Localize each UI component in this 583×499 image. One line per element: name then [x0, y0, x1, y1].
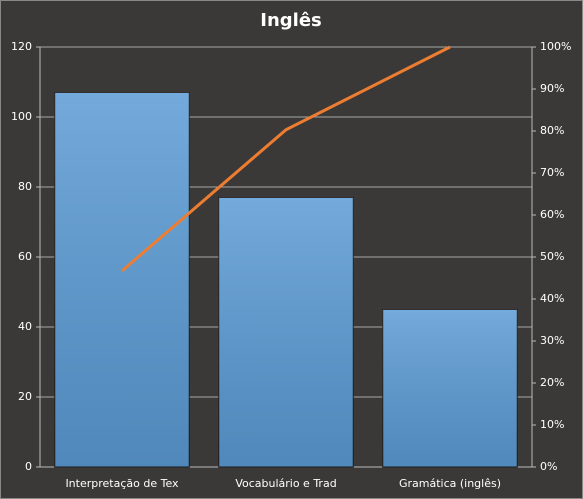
- bar: [54, 92, 190, 468]
- y-tick-label: 60: [18, 250, 32, 263]
- x-tick-label: Interpretação de Tex: [65, 477, 179, 490]
- x-tick-label: Gramática (inglês): [399, 477, 501, 490]
- x-tick-label: Vocabulário e Trad: [235, 477, 336, 490]
- y-tick-label: 0: [25, 460, 32, 473]
- y-tick-label: 80: [18, 180, 32, 193]
- y2-tick-label: 30%: [540, 334, 564, 347]
- y2-tick-label: 90%: [540, 82, 564, 95]
- y-tick-label: 20: [18, 390, 32, 403]
- y-tick-label: 40: [18, 320, 32, 333]
- bar: [382, 309, 518, 468]
- y-tick-label: 100: [11, 110, 32, 123]
- chart-title: Inglês: [260, 10, 322, 31]
- y2-tick-label: 70%: [540, 166, 564, 179]
- y2-tick-label: 100%: [540, 40, 571, 53]
- y-tick-label: 120: [11, 40, 32, 53]
- y2-tick-label: 80%: [540, 124, 564, 137]
- y2-tick-label: 40%: [540, 292, 564, 305]
- y2-tick-label: 20%: [540, 376, 564, 389]
- y2-tick-label: 60%: [540, 208, 564, 221]
- y2-tick-label: 50%: [540, 250, 564, 263]
- y2-tick-label: 10%: [540, 418, 564, 431]
- bar: [218, 197, 354, 468]
- line: [121, 45, 451, 272]
- y2-tick-label: 0%: [540, 460, 557, 473]
